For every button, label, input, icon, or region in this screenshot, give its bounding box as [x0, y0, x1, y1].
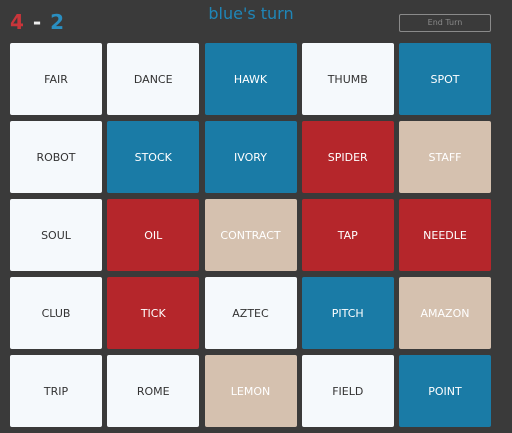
word-card[interactable]: SPOT: [399, 43, 491, 115]
blue-score: 2: [50, 10, 66, 34]
word-card[interactable]: LEMON: [204, 355, 297, 427]
red-score: 4: [10, 10, 25, 34]
word-card[interactable]: AMAZON: [399, 277, 491, 349]
word-card[interactable]: NEEDLE: [399, 199, 491, 271]
score-separator: -: [32, 10, 43, 34]
word-card[interactable]: THUMB: [301, 43, 394, 115]
word-card[interactable]: ROBOT: [10, 121, 102, 193]
word-card[interactable]: TRIP: [10, 355, 102, 427]
word-card[interactable]: SPIDER: [301, 121, 394, 193]
word-card[interactable]: CONTRACT: [204, 199, 297, 271]
word-card[interactable]: STOCK: [107, 121, 200, 193]
word-card[interactable]: FAIR: [10, 43, 102, 115]
word-card[interactable]: FIELD: [301, 355, 394, 427]
word-card[interactable]: POINT: [399, 355, 491, 427]
word-card[interactable]: SOUL: [10, 199, 102, 271]
word-card[interactable]: PITCH: [301, 277, 394, 349]
card-grid: FAIR DANCE HAWK THUMB SPOT ROBOT STOCK IVORY SPI…: [10, 43, 491, 427]
word-card[interactable]: ROME: [107, 355, 200, 427]
word-card[interactable]: DANCE: [107, 43, 200, 115]
word-card[interactable]: AZTEC: [204, 277, 297, 349]
turn-indicator: blue's turn: [208, 4, 294, 23]
word-card[interactable]: STAFF: [399, 121, 491, 193]
word-card[interactable]: OIL: [107, 199, 200, 271]
end-turn-button[interactable]: End Turn: [399, 14, 491, 32]
score: 4 - 2: [10, 10, 65, 34]
word-card[interactable]: CLUB: [10, 277, 102, 349]
word-card[interactable]: IVORY: [204, 121, 297, 193]
word-card[interactable]: TAP: [301, 199, 394, 271]
word-card[interactable]: HAWK: [204, 43, 297, 115]
word-card[interactable]: TICK: [107, 277, 200, 349]
